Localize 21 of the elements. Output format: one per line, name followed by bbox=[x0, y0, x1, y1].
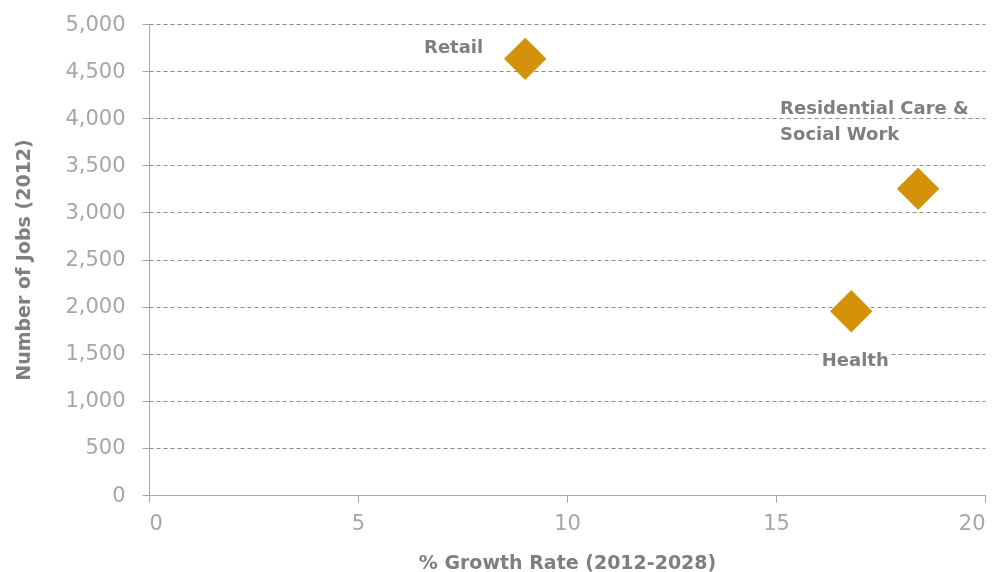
x-tick-label: 0 bbox=[149, 510, 163, 535]
x-axis-title: % Growth Rate (2012-2028) bbox=[418, 550, 717, 572]
y-tick-label: 500 bbox=[85, 435, 126, 460]
x-tick-label: 10 bbox=[554, 510, 581, 535]
y-axis-title: Number of Jobs (2012) bbox=[12, 139, 35, 381]
x-tick-label: 5 bbox=[351, 510, 366, 535]
y-tick-label: 1,000 bbox=[65, 388, 126, 413]
x-tick-label: 20 bbox=[958, 510, 986, 535]
y-tick-label: 0 bbox=[112, 482, 126, 507]
text: Residential Care & Social Work bbox=[780, 96, 969, 144]
y-tick-label: 3,500 bbox=[65, 152, 126, 177]
series-label: Retail bbox=[424, 35, 484, 57]
y-tick-label: 2,500 bbox=[65, 247, 126, 271]
y-tick-label: 4,500 bbox=[65, 58, 126, 83]
y-tick-label: 3,000 bbox=[65, 199, 126, 224]
y-tick-label: 5,000 bbox=[65, 11, 126, 36]
x-tick-label: 15 bbox=[763, 510, 790, 535]
y-tick-label: 1,500 bbox=[65, 341, 126, 366]
series-label: Health bbox=[821, 349, 889, 371]
y-tick-label: 2,000 bbox=[65, 294, 126, 319]
y-tick-label: 4,000 bbox=[65, 105, 126, 130]
